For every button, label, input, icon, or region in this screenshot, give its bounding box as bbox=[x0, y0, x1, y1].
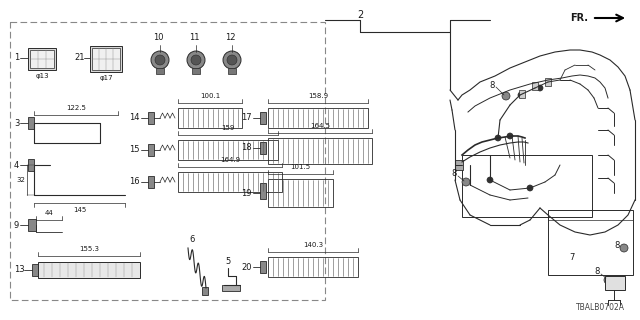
Text: 13: 13 bbox=[14, 266, 24, 275]
Bar bbox=[92, 48, 120, 70]
Bar bbox=[28, 219, 36, 231]
Circle shape bbox=[537, 85, 543, 91]
Text: 12: 12 bbox=[225, 33, 236, 42]
Bar bbox=[228, 68, 236, 74]
Circle shape bbox=[227, 55, 237, 65]
Circle shape bbox=[151, 51, 169, 69]
Circle shape bbox=[191, 55, 201, 65]
Text: 18: 18 bbox=[241, 143, 252, 153]
Text: 2: 2 bbox=[357, 10, 363, 20]
Text: 10: 10 bbox=[153, 33, 163, 42]
Circle shape bbox=[223, 51, 241, 69]
Text: 20: 20 bbox=[241, 262, 252, 271]
Circle shape bbox=[507, 133, 513, 139]
Bar bbox=[268, 179, 333, 207]
Bar bbox=[532, 82, 538, 90]
Bar bbox=[28, 117, 34, 129]
Bar bbox=[38, 262, 140, 278]
Circle shape bbox=[155, 55, 165, 65]
Bar bbox=[268, 257, 358, 277]
Text: 32: 32 bbox=[16, 177, 25, 183]
Bar bbox=[148, 112, 154, 124]
Text: 17: 17 bbox=[241, 114, 252, 123]
Bar bbox=[30, 50, 54, 68]
Text: 1: 1 bbox=[14, 53, 19, 62]
Text: 164.5: 164.5 bbox=[310, 123, 330, 129]
Text: 100.1: 100.1 bbox=[200, 93, 220, 99]
Text: 140.3: 140.3 bbox=[303, 242, 323, 248]
Circle shape bbox=[502, 92, 510, 100]
Circle shape bbox=[487, 177, 493, 183]
Bar bbox=[90, 46, 122, 72]
Text: 6: 6 bbox=[189, 236, 195, 244]
Bar bbox=[156, 68, 164, 74]
Bar bbox=[605, 276, 625, 290]
Text: FR.: FR. bbox=[570, 13, 588, 23]
Bar bbox=[260, 112, 266, 124]
Text: φ13: φ13 bbox=[35, 73, 49, 79]
Circle shape bbox=[462, 178, 470, 186]
Text: 155.3: 155.3 bbox=[79, 246, 99, 252]
Text: 159: 159 bbox=[221, 125, 235, 131]
Bar bbox=[178, 172, 282, 192]
Circle shape bbox=[187, 51, 205, 69]
Bar bbox=[148, 144, 154, 156]
Text: 14: 14 bbox=[129, 114, 140, 123]
Text: 4: 4 bbox=[14, 161, 19, 170]
Bar bbox=[260, 261, 266, 273]
Text: 5: 5 bbox=[225, 258, 230, 267]
Text: 101.5: 101.5 bbox=[291, 164, 310, 170]
Bar bbox=[545, 78, 551, 86]
Bar bbox=[148, 176, 154, 188]
Circle shape bbox=[604, 276, 612, 284]
Bar bbox=[222, 285, 240, 291]
Text: 16: 16 bbox=[129, 178, 140, 187]
Bar bbox=[548, 210, 633, 275]
Bar bbox=[268, 138, 372, 164]
Bar bbox=[260, 183, 266, 199]
Text: 158.9: 158.9 bbox=[308, 93, 328, 99]
Text: 21: 21 bbox=[74, 53, 84, 62]
Text: 8: 8 bbox=[490, 81, 495, 90]
Text: 11: 11 bbox=[189, 33, 199, 42]
Bar bbox=[178, 140, 278, 160]
Circle shape bbox=[518, 92, 524, 98]
Text: TBALB0702A: TBALB0702A bbox=[576, 303, 625, 312]
Text: 145: 145 bbox=[73, 207, 86, 213]
Bar bbox=[260, 142, 266, 154]
Text: 164.9: 164.9 bbox=[220, 157, 240, 163]
Text: 44: 44 bbox=[45, 210, 53, 216]
Bar bbox=[32, 264, 38, 276]
Text: 8: 8 bbox=[452, 170, 457, 179]
Text: 3: 3 bbox=[14, 118, 19, 127]
Text: 9: 9 bbox=[14, 220, 19, 229]
Text: 8: 8 bbox=[595, 268, 600, 276]
Circle shape bbox=[495, 135, 501, 141]
Bar bbox=[202, 287, 208, 295]
Bar bbox=[28, 48, 56, 70]
Circle shape bbox=[620, 244, 628, 252]
Text: 8: 8 bbox=[614, 241, 620, 250]
Bar bbox=[462, 155, 592, 217]
Bar bbox=[192, 68, 200, 74]
Text: 122.5: 122.5 bbox=[66, 105, 86, 111]
Text: 7: 7 bbox=[570, 253, 575, 262]
Circle shape bbox=[527, 185, 533, 191]
Bar bbox=[268, 108, 368, 128]
Bar bbox=[178, 108, 242, 128]
Bar bbox=[10, 22, 325, 300]
Text: 15: 15 bbox=[129, 146, 140, 155]
Bar bbox=[28, 159, 34, 171]
Text: φ17: φ17 bbox=[99, 75, 113, 81]
Text: 19: 19 bbox=[241, 188, 252, 197]
Bar bbox=[455, 160, 463, 170]
Bar bbox=[519, 90, 525, 98]
